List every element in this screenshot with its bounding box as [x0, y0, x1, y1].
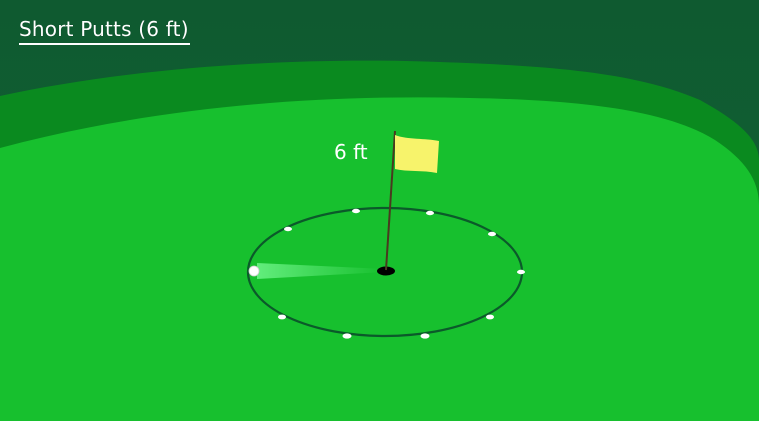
flag-icon: [395, 135, 439, 173]
tee-marker-icon[interactable]: [486, 314, 494, 320]
cup-icon[interactable]: [377, 266, 395, 276]
distance-label: 6 ft: [334, 140, 368, 164]
tee-marker-icon[interactable]: [278, 314, 286, 320]
tee-marker-icon[interactable]: [284, 226, 292, 232]
flagstick: [385, 130, 396, 271]
tee-marker-icon[interactable]: [352, 208, 360, 214]
putting-surface: [0, 97, 759, 421]
tee-markers: [278, 208, 525, 339]
tee-marker-icon[interactable]: [517, 269, 525, 275]
tee-marker-icon[interactable]: [426, 210, 434, 216]
title-underline: [19, 43, 190, 45]
tee-marker-icon[interactable]: [420, 333, 430, 339]
putt-trail: [257, 263, 384, 279]
tee-marker-icon[interactable]: [342, 333, 352, 339]
tee-marker-icon[interactable]: [488, 231, 496, 237]
golf-ball-icon[interactable]: [248, 265, 260, 277]
game-title: Short Putts (6 ft): [19, 17, 189, 41]
